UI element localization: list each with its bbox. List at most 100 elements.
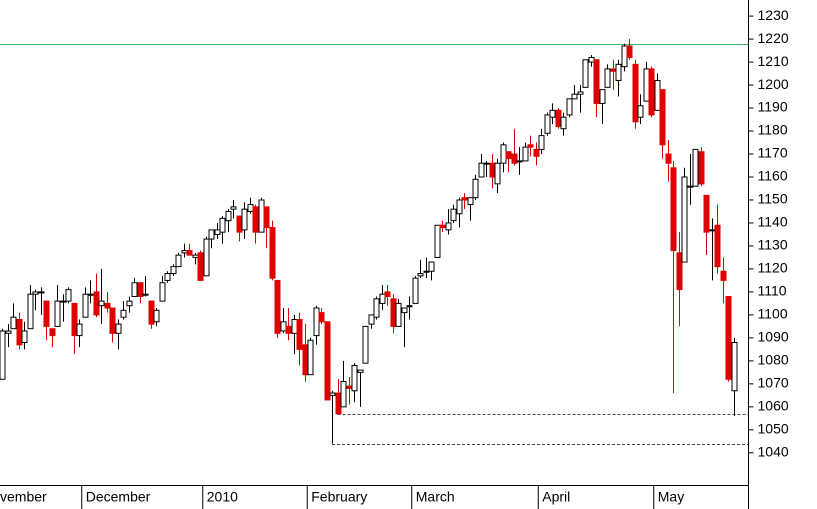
candle-body xyxy=(461,197,468,201)
candle-body xyxy=(555,109,562,127)
y-tick-label: 1120 xyxy=(758,260,788,276)
candle-body xyxy=(38,291,45,294)
candle-body xyxy=(384,291,391,298)
candle-body xyxy=(32,291,39,295)
candle-body xyxy=(27,293,34,330)
y-tick-label: 1110 xyxy=(758,283,787,299)
candle-body xyxy=(500,144,507,164)
y-tick-label: 1050 xyxy=(758,421,789,437)
candle-body xyxy=(643,68,650,102)
candle-body xyxy=(456,199,463,215)
candle-body xyxy=(252,206,259,233)
candle-body xyxy=(412,277,419,304)
candle-body xyxy=(175,254,182,268)
candle-body xyxy=(153,309,160,323)
y-tick-label: 1160 xyxy=(758,168,788,184)
candle-body xyxy=(714,224,721,268)
candle-body xyxy=(362,325,369,364)
candle-body xyxy=(104,302,111,309)
candle-body xyxy=(692,148,699,187)
x-tick-label: March xyxy=(416,489,455,505)
candle-body xyxy=(423,270,430,273)
candle-body xyxy=(511,153,518,164)
candle-body xyxy=(87,293,94,296)
y-tick-label: 1200 xyxy=(758,76,789,92)
candle-body xyxy=(670,167,677,252)
candle-body xyxy=(186,250,193,256)
candle-body xyxy=(21,330,28,343)
candle-body xyxy=(291,319,298,334)
candle-body xyxy=(731,341,738,392)
candle-body xyxy=(588,56,595,63)
candle-body xyxy=(428,261,435,272)
candle-body xyxy=(709,229,716,232)
candle-body xyxy=(703,194,710,233)
candle-body xyxy=(637,105,644,118)
candle-body xyxy=(120,309,127,318)
candle-body xyxy=(241,208,248,231)
y-tick-label: 1070 xyxy=(758,375,789,391)
candle-body xyxy=(654,79,661,111)
candle-body xyxy=(340,381,347,408)
x-tick-label: December xyxy=(86,489,151,505)
candle-body xyxy=(450,208,457,222)
candle-body xyxy=(632,63,639,123)
candle-body xyxy=(516,160,523,163)
candle-body xyxy=(582,59,589,88)
y-tick-label: 1080 xyxy=(758,352,789,368)
candle-body xyxy=(115,323,122,334)
candle-body xyxy=(329,392,336,396)
candle-body xyxy=(49,328,56,337)
candle-body xyxy=(681,176,688,263)
x-tick-label: vember xyxy=(0,489,47,505)
candle-body xyxy=(274,279,281,334)
candle-body xyxy=(313,307,320,337)
candle-body xyxy=(571,93,578,100)
candle-body xyxy=(5,330,12,334)
candle-body xyxy=(725,296,732,380)
x-tick-label: 2010 xyxy=(207,489,238,505)
candle-body xyxy=(549,109,556,118)
candle-body xyxy=(472,178,479,199)
y-tick-label: 1060 xyxy=(758,398,789,414)
y-tick-label: 1150 xyxy=(758,191,788,207)
candle-body xyxy=(665,153,672,164)
candle-body xyxy=(126,300,133,307)
candle-body xyxy=(203,238,210,277)
candle-body xyxy=(65,289,72,302)
candle-body xyxy=(720,270,727,281)
candle-body xyxy=(599,89,606,104)
candle-body xyxy=(676,252,683,291)
y-tick-label: 1190 xyxy=(758,99,788,115)
x-tick-label: April xyxy=(542,489,570,505)
candle-body xyxy=(494,162,501,185)
candle-body xyxy=(577,91,584,95)
candle-body xyxy=(522,146,529,162)
candle-body xyxy=(368,314,375,325)
candle-body xyxy=(417,273,424,277)
candle-body xyxy=(60,300,67,303)
candle-body xyxy=(285,325,292,334)
y-tick-label: 1220 xyxy=(758,30,789,46)
candle-body xyxy=(324,321,331,401)
candle-body xyxy=(379,293,386,304)
candle-body xyxy=(373,298,380,318)
candle-body xyxy=(610,68,617,72)
candle-body xyxy=(142,293,149,296)
y-tick-label: 1210 xyxy=(758,53,789,69)
candle-body xyxy=(483,162,490,165)
x-tick-label: May xyxy=(658,489,684,505)
candle-body xyxy=(159,282,166,302)
candle-body xyxy=(307,339,314,376)
candle-body xyxy=(505,151,512,160)
candle-body xyxy=(615,63,622,81)
candle-body xyxy=(445,222,452,231)
candle-body xyxy=(626,45,633,58)
candle-body xyxy=(390,298,397,327)
y-tick-label: 1130 xyxy=(758,237,788,253)
candle-body xyxy=(71,302,78,337)
candle-body xyxy=(351,364,358,392)
candle-body xyxy=(16,319,23,346)
candle-body xyxy=(269,227,276,279)
candle-body xyxy=(489,162,496,178)
